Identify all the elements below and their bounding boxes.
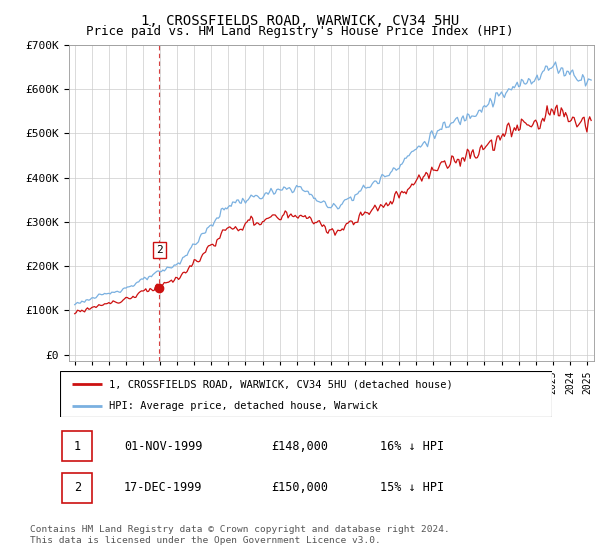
Text: 2: 2: [74, 482, 81, 494]
Text: Price paid vs. HM Land Registry's House Price Index (HPI): Price paid vs. HM Land Registry's House …: [86, 25, 514, 38]
FancyBboxPatch shape: [62, 431, 92, 461]
Text: 17-DEC-1999: 17-DEC-1999: [124, 482, 202, 494]
Text: HPI: Average price, detached house, Warwick: HPI: Average price, detached house, Warw…: [109, 401, 378, 411]
Text: 15% ↓ HPI: 15% ↓ HPI: [380, 482, 444, 494]
Text: £148,000: £148,000: [272, 440, 329, 452]
Text: 1, CROSSFIELDS ROAD, WARWICK, CV34 5HU (detached house): 1, CROSSFIELDS ROAD, WARWICK, CV34 5HU (…: [109, 379, 453, 389]
FancyBboxPatch shape: [62, 473, 92, 503]
Text: 2: 2: [156, 245, 163, 255]
Text: 1: 1: [74, 440, 81, 452]
Text: 16% ↓ HPI: 16% ↓ HPI: [380, 440, 444, 452]
Text: £150,000: £150,000: [272, 482, 329, 494]
Text: 1, CROSSFIELDS ROAD, WARWICK, CV34 5HU: 1, CROSSFIELDS ROAD, WARWICK, CV34 5HU: [141, 14, 459, 28]
Text: Contains HM Land Registry data © Crown copyright and database right 2024.
This d: Contains HM Land Registry data © Crown c…: [30, 525, 450, 545]
Text: 01-NOV-1999: 01-NOV-1999: [124, 440, 202, 452]
